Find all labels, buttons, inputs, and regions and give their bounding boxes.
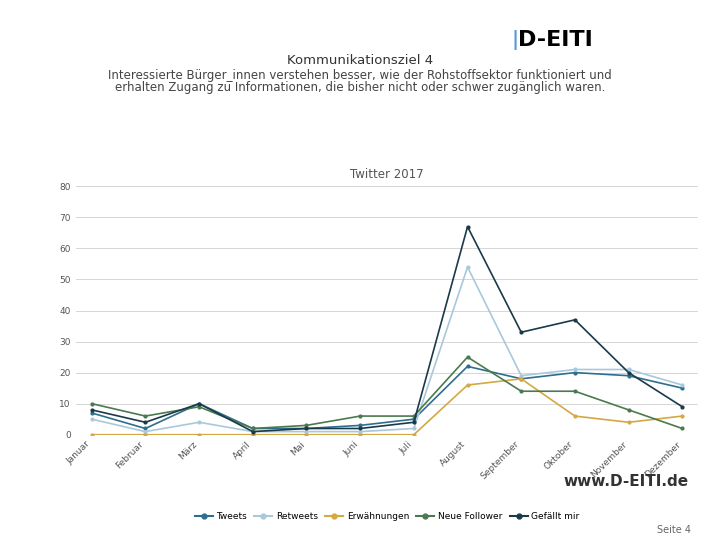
Tweets — [570, 369, 579, 376]
Retweets — [248, 428, 257, 435]
Gefällt mir — [248, 428, 257, 435]
Tweets — [624, 373, 633, 379]
Tweets — [141, 426, 150, 432]
Neue Follower — [302, 422, 311, 429]
Retweets — [624, 366, 633, 373]
Line: Erwähnungen: Erwähnungen — [90, 377, 684, 436]
Neue Follower — [248, 426, 257, 432]
Neue Follower — [410, 413, 418, 419]
Gefällt mir — [678, 403, 687, 410]
Line: Gefällt mir: Gefällt mir — [90, 225, 684, 433]
Retweets — [302, 428, 311, 435]
Gefällt mir — [624, 369, 633, 376]
Retweets — [463, 264, 472, 271]
Retweets — [356, 428, 364, 435]
Text: Interessierte Bürger_innen verstehen besser, wie der Rohstoffsektor funktioniert: Interessierte Bürger_innen verstehen bes… — [108, 69, 612, 82]
Tweets — [356, 422, 364, 429]
Gefällt mir — [356, 426, 364, 432]
Gefällt mir — [570, 316, 579, 323]
Neue Follower — [195, 403, 204, 410]
Text: Kommunikationsziel 4: Kommunikationsziel 4 — [287, 54, 433, 67]
Gefällt mir — [141, 419, 150, 426]
Erwähnungen — [410, 431, 418, 438]
Gefällt mir — [87, 407, 96, 413]
Neue Follower — [570, 388, 579, 394]
Text: |: | — [511, 30, 518, 51]
Tweets — [678, 385, 687, 392]
Erwähnungen — [195, 431, 204, 438]
Erwähnungen — [356, 431, 364, 438]
Retweets — [678, 382, 687, 388]
Erwähnungen — [463, 382, 472, 388]
Title: Twitter 2017: Twitter 2017 — [350, 168, 424, 181]
Erwähnungen — [570, 413, 579, 419]
Erwähnungen — [678, 413, 687, 419]
Line: Neue Follower: Neue Follower — [90, 356, 684, 430]
Tweets — [410, 416, 418, 422]
Erwähnungen — [302, 431, 311, 438]
Neue Follower — [624, 407, 633, 413]
Line: Tweets: Tweets — [90, 365, 684, 430]
Text: www.D-EITI.de: www.D-EITI.de — [564, 474, 689, 489]
Erwähnungen — [248, 431, 257, 438]
Neue Follower — [141, 413, 150, 419]
Retweets — [517, 373, 526, 379]
Tweets — [517, 376, 526, 382]
Retweets — [195, 419, 204, 426]
Neue Follower — [356, 413, 364, 419]
Text: D-EITI: D-EITI — [518, 30, 593, 51]
Text: Seite 4: Seite 4 — [657, 524, 691, 535]
Neue Follower — [517, 388, 526, 394]
Erwähnungen — [141, 431, 150, 438]
Erwähnungen — [517, 376, 526, 382]
Legend: Tweets, Retweets, Erwähnungen, Neue Follower, Gefällt mir: Tweets, Retweets, Erwähnungen, Neue Foll… — [191, 509, 583, 525]
Gefällt mir — [195, 401, 204, 407]
Tweets — [87, 410, 96, 416]
Retweets — [410, 426, 418, 432]
Gefällt mir — [463, 224, 472, 230]
Neue Follower — [678, 426, 687, 432]
Tweets — [248, 426, 257, 432]
Erwähnungen — [87, 431, 96, 438]
Neue Follower — [463, 354, 472, 360]
Gefällt mir — [517, 329, 526, 335]
Text: erhalten Zugang zu Informationen, die bisher nicht oder schwer zugänglich waren.: erhalten Zugang zu Informationen, die bi… — [114, 81, 606, 94]
Tweets — [463, 363, 472, 369]
Gefällt mir — [302, 426, 311, 432]
Tweets — [195, 401, 204, 407]
Gefällt mir — [410, 419, 418, 426]
Tweets — [302, 426, 311, 432]
Retweets — [141, 428, 150, 435]
Retweets — [87, 416, 96, 422]
Line: Retweets: Retweets — [90, 266, 684, 433]
Erwähnungen — [624, 419, 633, 426]
Neue Follower — [87, 401, 96, 407]
Retweets — [570, 366, 579, 373]
